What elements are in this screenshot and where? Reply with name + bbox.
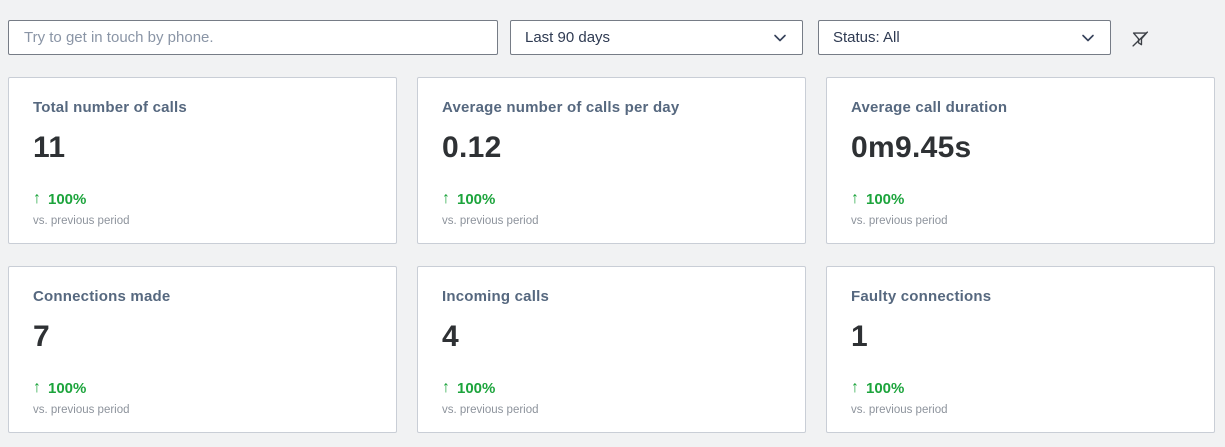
comparison-label: vs. previous period (851, 215, 948, 227)
clear-filter-button[interactable] (1126, 25, 1154, 53)
comparison-label: vs. previous period (442, 215, 539, 227)
change-percent: 100% (48, 190, 87, 208)
change-percent: 100% (457, 190, 496, 208)
card-title: Average number of calls per day (442, 99, 680, 116)
up-arrow-icon: ↑ (442, 190, 450, 207)
up-arrow-icon: ↑ (442, 379, 450, 396)
card-change: ↑ 100% (851, 190, 1190, 208)
up-arrow-icon: ↑ (33, 190, 41, 207)
card-value: 0.12 (442, 131, 502, 164)
card-value: 0m9.45s (851, 131, 972, 164)
card-change: ↑ 100% (33, 190, 372, 208)
card-change: ↑ 100% (851, 379, 1190, 397)
card-title: Faulty connections (851, 288, 992, 305)
card-value: 7 (33, 320, 50, 353)
card-title: Total number of calls (33, 99, 187, 116)
card-connections-made: Connections made 7 ↑ 100% vs. previous p… (8, 266, 397, 433)
card-avg-calls-per-day: Average number of calls per day 0.12 ↑ 1… (417, 77, 806, 244)
card-avg-call-duration: Average call duration 0m9.45s ↑ 100% vs.… (826, 77, 1215, 244)
stats-card-grid: Total number of calls 11 ↑ 100% vs. prev… (8, 77, 1215, 433)
change-percent: 100% (457, 379, 496, 397)
comparison-label: vs. previous period (33, 404, 130, 416)
date-range-value: Last 90 days (525, 29, 611, 46)
card-change: ↑ 100% (442, 379, 781, 397)
card-incoming-calls: Incoming calls 4 ↑ 100% vs. previous per… (417, 266, 806, 433)
card-value: 11 (33, 131, 66, 164)
status-dropdown[interactable]: Status: All (818, 20, 1111, 55)
card-value: 4 (442, 320, 459, 353)
card-title: Connections made (33, 288, 171, 305)
search-input[interactable] (8, 20, 498, 55)
up-arrow-icon: ↑ (851, 190, 859, 207)
card-value: 1 (851, 320, 868, 353)
chevron-down-icon (1080, 30, 1096, 46)
card-change: ↑ 100% (442, 190, 781, 208)
comparison-label: vs. previous period (851, 404, 948, 416)
status-value: Status: All (833, 29, 900, 46)
up-arrow-icon: ↑ (33, 379, 41, 396)
chevron-down-icon (772, 30, 788, 46)
card-title: Average call duration (851, 99, 1008, 116)
comparison-label: vs. previous period (442, 404, 539, 416)
up-arrow-icon: ↑ (851, 379, 859, 396)
card-title: Incoming calls (442, 288, 549, 305)
date-range-dropdown[interactable]: Last 90 days (510, 20, 803, 55)
change-percent: 100% (866, 190, 905, 208)
change-percent: 100% (48, 379, 87, 397)
change-percent: 100% (866, 379, 905, 397)
filter-clear-icon (1129, 28, 1151, 50)
card-total-calls: Total number of calls 11 ↑ 100% vs. prev… (8, 77, 397, 244)
comparison-label: vs. previous period (33, 215, 130, 227)
card-faulty-connections: Faulty connections 1 ↑ 100% vs. previous… (826, 266, 1215, 433)
card-change: ↑ 100% (33, 379, 372, 397)
